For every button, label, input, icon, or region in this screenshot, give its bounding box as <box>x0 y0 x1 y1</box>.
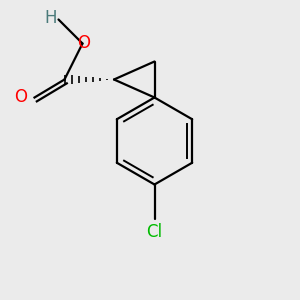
Text: O: O <box>14 88 28 106</box>
Text: H: H <box>45 9 57 27</box>
Text: Cl: Cl <box>146 223 163 241</box>
Text: O: O <box>77 34 91 52</box>
